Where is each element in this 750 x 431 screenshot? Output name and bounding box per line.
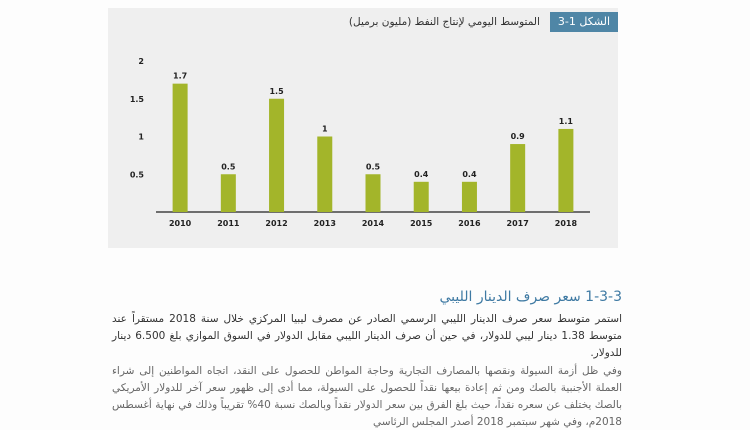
x-tick-label: 2013	[314, 219, 336, 228]
data-label: 0.9	[511, 132, 526, 141]
y-tick-label: 1.5	[130, 95, 145, 104]
bar-2015	[413, 181, 429, 212]
x-tick-label: 2018	[555, 219, 578, 228]
y-tick-label: 2	[138, 57, 144, 66]
x-tick-label: 2016	[458, 219, 481, 228]
x-tick-label: 2010	[169, 219, 192, 228]
bar-2017	[510, 144, 526, 212]
paragraph-liquidity: وفي ظل أزمة السيولة ونقصها بالمصارف التج…	[112, 365, 622, 428]
x-tick-label: 2011	[217, 219, 240, 228]
bar-2014	[365, 174, 381, 212]
y-tick-label: 0.5	[130, 170, 145, 179]
bar-2018	[558, 128, 574, 212]
data-label: 0.5	[221, 162, 236, 171]
data-label: 1.7	[173, 72, 187, 81]
figure-box: الشكل 1-3 المتوسط اليومي لإنتاج النفط (م…	[108, 8, 618, 248]
figure-label: الشكل 1-3	[549, 12, 618, 32]
bar-2013	[317, 136, 333, 212]
x-tick-label: 2014	[362, 219, 385, 228]
x-tick-label: 2015	[410, 219, 433, 228]
bar-chart: 0.5 1 1.5 2 1.7 2010 0.5 2011 1.5 2012 1 2013 0.5 201…	[130, 57, 590, 228]
section-heading: 1-3-3 سعر صرف الدينار الليبي	[439, 289, 622, 305]
data-label: 0.4	[462, 170, 477, 179]
bar-2012	[269, 98, 285, 212]
data-label: 1.1	[559, 117, 574, 126]
bar-2010	[172, 83, 188, 213]
paragraph-exchange-rate: استمر متوسط سعر صرف الدينار الليبي الرسم…	[112, 313, 622, 359]
x-tick-label: 2012	[265, 219, 287, 228]
y-tick-label: 1	[138, 133, 144, 142]
figure-header: الشكل 1-3 المتوسط اليومي لإنتاج النفط (م…	[339, 12, 618, 32]
data-label: 1.5	[269, 87, 284, 96]
x-tick-label: 2017	[507, 219, 529, 228]
data-label: 0.5	[366, 162, 381, 171]
bar-2011	[220, 174, 236, 212]
data-label: 1	[322, 125, 328, 134]
figure-title: المتوسط اليومي لإنتاج النفط (مليون برميل…	[348, 16, 540, 28]
bar-2016	[461, 181, 477, 212]
data-label: 0.4	[414, 170, 429, 179]
